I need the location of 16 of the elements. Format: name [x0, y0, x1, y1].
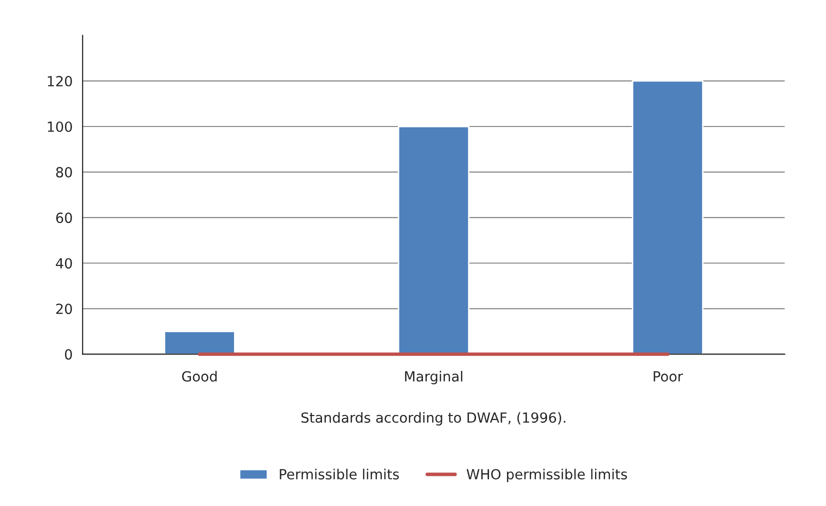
x-tick-label: Good: [182, 370, 217, 382]
y-tick-label: 80: [56, 167, 72, 178]
y-tick-label: 60: [56, 212, 72, 224]
x-tick-label: Poor: [654, 371, 683, 382]
y-tick-label: 20: [56, 304, 72, 314]
y-tick-label: 120: [48, 76, 72, 86]
bar: [164, 330, 236, 354]
legend-label: Permissible limits: [280, 468, 399, 480]
legend-label: WHO permissible limits: [466, 468, 628, 482]
bar: [632, 80, 704, 354]
x-axis-title: Standards according to DWAF, (1996).: [301, 412, 566, 426]
x-tick-label: Marginal: [405, 370, 462, 384]
y-tick-label: 100: [48, 121, 72, 132]
bar: [398, 126, 470, 354]
y-tick-label: 0: [64, 349, 72, 360]
y-tick-label: 40: [56, 258, 72, 269]
